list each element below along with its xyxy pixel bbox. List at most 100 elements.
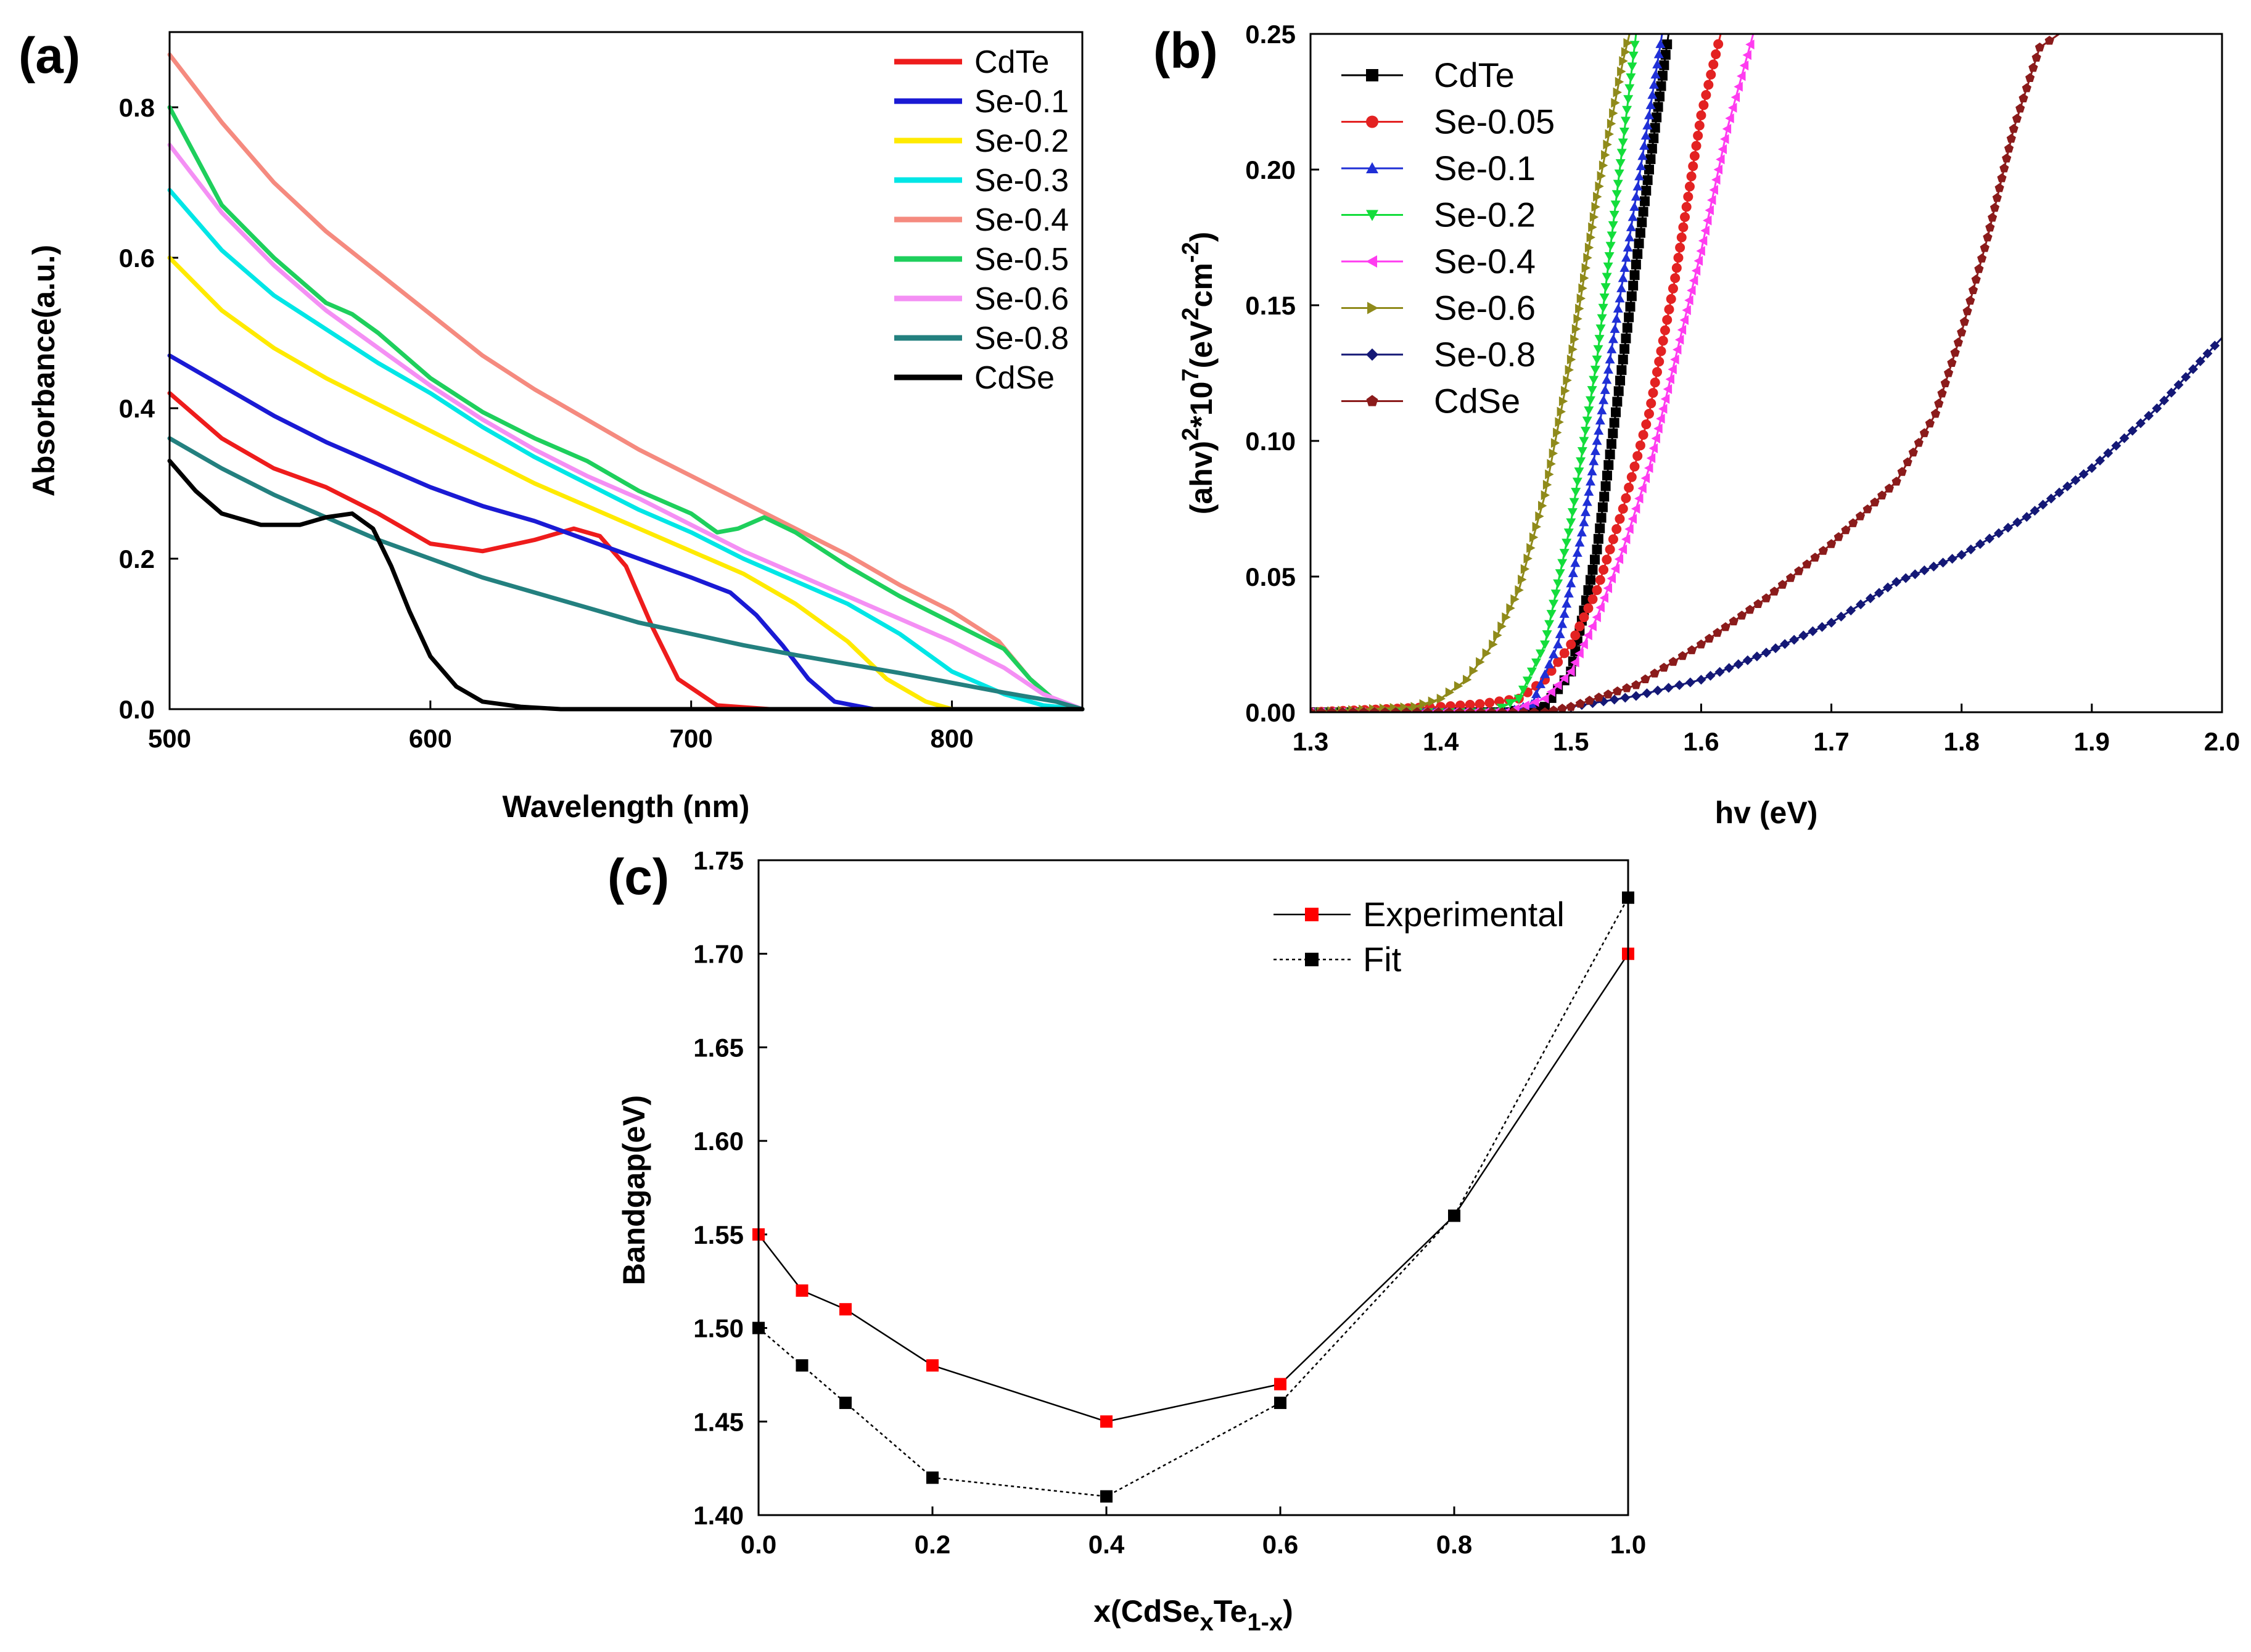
data-point-b-cdte [1638, 207, 1648, 217]
data-point-b-se-0-4 [1634, 493, 1644, 504]
data-point-b-cdse [1540, 707, 1550, 712]
panel-a-x-tick-label: 600 [409, 724, 452, 753]
data-point-b-se-0-6 [1580, 273, 1589, 283]
data-point-b-cdte [1629, 270, 1640, 281]
data-point-b-cdse [1433, 707, 1443, 712]
data-point-b-se-0-6 [1565, 364, 1574, 375]
data-point-b-se-0-4 [1682, 305, 1691, 315]
data-point-b-cdse [1957, 327, 1967, 337]
data-point-b-cdse [1980, 243, 1990, 252]
data-point-b-se-0-2 [1569, 498, 1579, 507]
data-point-b-se-0-8 [1846, 606, 1856, 615]
data-point-b-se-0-4 [1553, 680, 1562, 690]
data-point-b-cdse [1968, 285, 1978, 294]
panel-a-y-axis-label: Absorbance(a.u.) [27, 245, 61, 496]
data-point-b-se-0-4 [1587, 621, 1597, 631]
data-point-b-se-0-05 [1599, 565, 1609, 575]
data-point-b-se-0-05 [1583, 603, 1594, 614]
data-point-b-cdse [1659, 662, 1669, 672]
data-point-b-cdse [1311, 707, 1315, 712]
data-point-b-se-0-6 [1578, 283, 1587, 294]
data-point-b-cdte [1621, 333, 1631, 343]
data-point-b-se-0-1 [1647, 90, 1658, 99]
data-point-b-se-0-8 [1919, 565, 1930, 575]
data-point-b-cdte [1603, 460, 1614, 471]
data-point-b-se-0-6 [1571, 324, 1581, 334]
data-point-b-se-0-4 [1693, 256, 1703, 266]
data-point-b-cdse [1974, 264, 1984, 273]
data-point-b-cdse [1937, 388, 1947, 398]
data-point-b-se-0-8 [1742, 655, 1753, 665]
data-point-b-se-0-05 [1680, 212, 1690, 222]
data-point-b-se-0-8 [1928, 561, 1939, 572]
data-point-b-cdse [1919, 428, 1929, 437]
data-point-b-se-0-1 [1655, 39, 1666, 48]
data-point-b-se-0-1 [1589, 456, 1599, 466]
data-point-b-se-0-6 [1419, 699, 1428, 709]
data-point-b-se-0-2 [1582, 416, 1592, 425]
data-point-c-experimental [1100, 1415, 1113, 1428]
panel-b-legend: CdTe Se-0.05 Se-0.1 Se-0.2 Se-0.4 Se-0.6 Se-0.… [1341, 55, 1555, 421]
data-point-b-se-0-1 [1648, 80, 1659, 89]
panel-c-y-tick-label: 1.40 [693, 1501, 744, 1530]
data-point-b-se-0-8 [2144, 411, 2154, 421]
data-point-b-cdte [1589, 554, 1600, 565]
xlab-c-part-0: x(CdSe [1093, 1594, 1200, 1629]
legend-label-c-experimental: Experimental [1363, 895, 1565, 934]
data-point-b-se-0-2 [1544, 620, 1555, 629]
data-point-b-se-0-8 [2202, 348, 2213, 359]
data-point-b-se-0-2 [1616, 149, 1627, 158]
data-point-b-cdse [1423, 707, 1433, 712]
data-point-b-se-0-8 [1883, 582, 1893, 593]
data-point-b-cdte [1624, 312, 1634, 323]
data-point-b-se-0-6 [1588, 222, 1597, 232]
data-point-b-se-0-2 [1531, 658, 1541, 668]
data-point-b-se-0-05 [1706, 70, 1716, 80]
data-point-b-se-0-8 [2136, 418, 2146, 429]
data-point-b-se-0-2 [1505, 699, 1515, 709]
data-point-b-cdse [1769, 586, 1779, 596]
data-point-b-se-0-05 [1684, 181, 1695, 192]
panel-a-x-tick-label: 800 [931, 724, 974, 753]
data-point-b-se-0-8 [1751, 651, 1762, 662]
data-point-b-se-0-6 [1595, 181, 1604, 192]
data-point-b-se-0-4 [1614, 554, 1624, 564]
data-point-b-se-0-8 [2078, 469, 2089, 479]
data-point-b-se-0-05 [1566, 639, 1576, 649]
data-point-b-se-0-2 [1609, 210, 1619, 220]
data-point-b-se-0-4 [1599, 593, 1608, 603]
data-point-b-se-0-1 [1559, 609, 1570, 618]
data-point-b-se-0-4 [1653, 424, 1663, 434]
data-point-b-cdte [1642, 175, 1653, 186]
panel-c-x-tick-label: 0.4 [1088, 1530, 1125, 1559]
data-point-b-cdse [1802, 559, 1812, 569]
data-point-b-cdse [1992, 193, 2002, 202]
data-point-b-se-0-2 [1592, 355, 1602, 364]
data-point-b-se-0-2 [1555, 569, 1565, 578]
data-point-b-se-0-4 [1637, 483, 1647, 493]
data-point-b-cdse [1677, 651, 1687, 660]
data-point-b-se-0-6 [1550, 438, 1560, 448]
series-line-c-experimental [758, 953, 1629, 1423]
panel-b-x-tick-label: 1.5 [1553, 727, 1589, 756]
panel-b-y-tick-label: 0.00 [1245, 698, 1296, 727]
data-point-b-se-0-1 [1572, 548, 1582, 557]
data-point-b-se-0-05 [1553, 657, 1563, 667]
data-point-b-se-0-4 [1677, 325, 1687, 335]
data-point-b-cdse [1959, 316, 1969, 326]
data-point-b-se-0-1 [1570, 558, 1581, 567]
data-point-b-cdte [1628, 281, 1639, 291]
data-point-b-se-0-6 [1538, 501, 1547, 511]
data-point-b-se-0-2 [1586, 396, 1595, 405]
data-point-b-se-0-1 [1603, 364, 1613, 374]
data-point-b-se-0-2 [1562, 538, 1572, 548]
legend-label-a-se-0-5: Se-0.5 [974, 242, 1069, 277]
data-point-b-se-0-1 [1626, 222, 1636, 231]
data-point-b-cdse [1983, 232, 1993, 242]
data-point-b-se-0-2 [1597, 314, 1607, 323]
data-point-b-cdse [1316, 707, 1326, 712]
data-point-c-fit [926, 1471, 939, 1484]
data-point-b-cdse [1848, 518, 1858, 527]
legend-marker-b-se-0-8 [1366, 348, 1378, 361]
data-point-b-se-0-6 [1617, 66, 1626, 76]
